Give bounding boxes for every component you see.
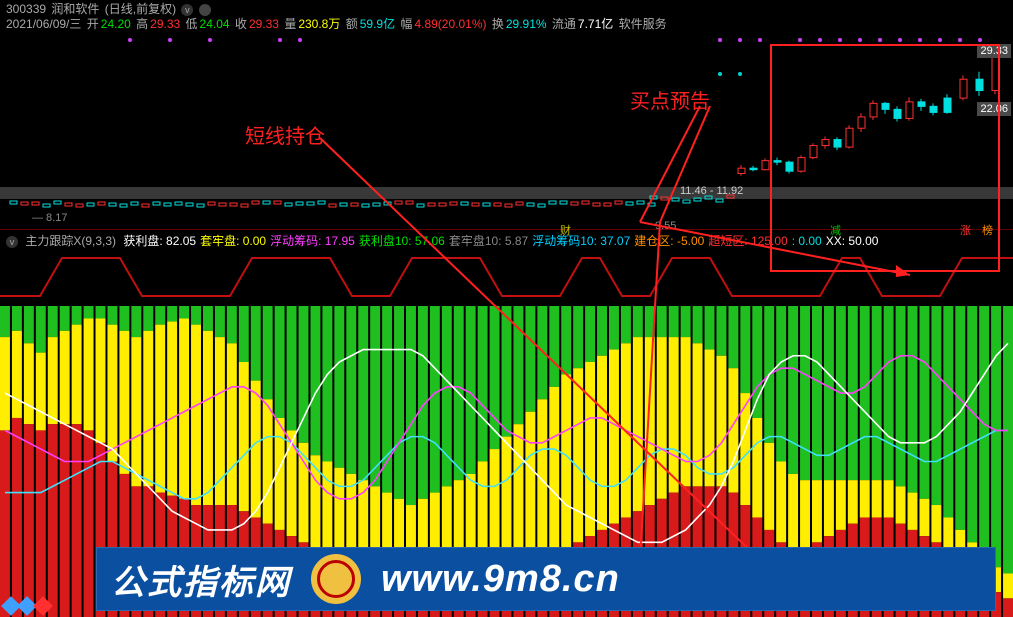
banner-url: www.9m8.cn (381, 558, 620, 601)
chg-v: 4.89(20.01%) (414, 17, 486, 31)
chart-mode: (日线,前复权) (105, 2, 176, 16)
stock-code[interactable]: 300339 (6, 2, 46, 16)
marker-text: 榜 (982, 222, 993, 238)
close-v: 29.33 (249, 17, 279, 31)
indicator-value: 浮动筹码10: 37.07 (532, 234, 630, 248)
ref-price-left: — 8.17 (32, 212, 67, 224)
turn-v: 29.91% (506, 17, 547, 31)
root: 300339 润和软件 (日线,前复权) v 2021/06/09/三 开24.… (0, 0, 1013, 617)
chart-header: 300339 润和软件 (日线,前复权) v 2021/06/09/三 开24.… (0, 0, 1013, 34)
banner-logo-icon (311, 554, 361, 604)
marker-text: 减 (830, 222, 841, 238)
banner-title: 公式指标网 (97, 555, 311, 604)
dropdown-icon[interactable]: v (181, 4, 193, 16)
indicator-title: 主力跟踪X(9,3,3) (25, 234, 116, 248)
rating-diamonds (4, 599, 50, 613)
diamond-icon (33, 596, 53, 616)
watermark-banner: 公式指标网 www.9m8.cn (96, 547, 996, 611)
open-v: 24.20 (101, 17, 131, 31)
price-band-label: 11.46 - 11.92 (680, 185, 743, 197)
date: 2021/06/09/三 (6, 17, 81, 31)
stock-name[interactable]: 润和软件 (51, 2, 99, 16)
amt-v: 59.9亿 (360, 17, 395, 31)
annotation-buy-signal: 买点预告 (630, 85, 710, 114)
dropdown-icon[interactable]: v (6, 236, 18, 248)
float-v: 7.71亿 (578, 17, 613, 31)
gear-icon[interactable] (199, 4, 211, 16)
marker-text: 财 (560, 222, 571, 238)
high-v: 29.33 (150, 17, 180, 31)
sector[interactable]: 软件服务 (619, 17, 667, 31)
indicator-value: 建仓区: -5.00 (634, 234, 704, 248)
vol-v: 230.8万 (298, 17, 340, 31)
low-v: 24.04 (200, 17, 230, 31)
indicator-value: 套牢盘: 0.00 (200, 234, 266, 248)
indicator-value: 套牢盘10: 5.87 (449, 234, 528, 248)
indicator-value: 浮动筹码: 17.95 (270, 234, 355, 248)
indicator-value: 获利盘: 82.05 (123, 234, 196, 248)
marker-text: 涨 (960, 222, 971, 238)
indicator-value: 获利盘10: 57.06 (359, 234, 445, 248)
annotation-short-hold: 短线持仓 (245, 120, 325, 149)
